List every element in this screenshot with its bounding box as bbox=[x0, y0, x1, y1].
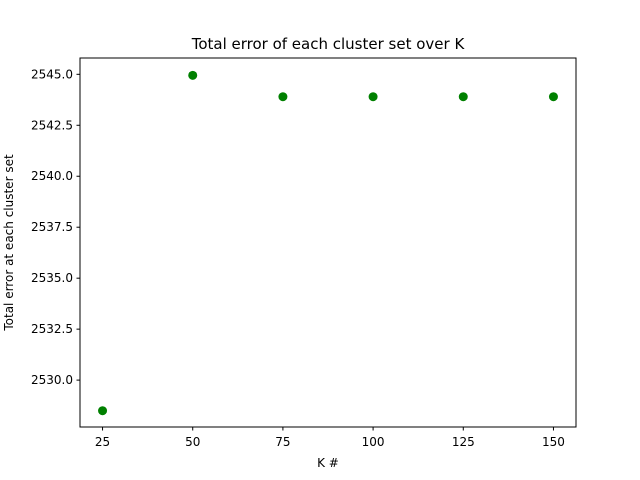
y-tick-label: 2540.0 bbox=[31, 169, 73, 183]
data-point bbox=[368, 92, 378, 102]
y-tick-label: 2542.5 bbox=[31, 118, 73, 132]
y-tick-label: 2532.5 bbox=[31, 322, 73, 336]
y-axis-ticks: 2530.0 2532.5 2535.0 2537.5 2540.0 2542.5 2545… bbox=[31, 67, 80, 387]
x-axis-ticks: 25 50 75 100 125 150 bbox=[95, 427, 565, 449]
y-tick-label: 2545.0 bbox=[31, 67, 73, 81]
data-point bbox=[188, 70, 198, 80]
x-tick-label: 75 bbox=[275, 435, 290, 449]
y-tick-label: 2535.0 bbox=[31, 271, 73, 285]
plot-frame bbox=[79, 57, 577, 428]
y-tick-label: 2537.5 bbox=[31, 220, 73, 234]
data-point bbox=[278, 92, 288, 102]
x-axis-label: K # bbox=[317, 456, 339, 470]
data-point bbox=[548, 92, 558, 102]
x-tick-label: 50 bbox=[185, 435, 200, 449]
x-tick-label: 125 bbox=[452, 435, 475, 449]
x-tick-label: 25 bbox=[95, 435, 110, 449]
data-point bbox=[98, 406, 108, 416]
chart-title: Total error of each cluster set over K bbox=[191, 35, 466, 53]
data-point bbox=[458, 92, 468, 102]
y-tick-label: 2530.0 bbox=[31, 373, 73, 387]
y-axis-label: Total error at each cluster set bbox=[2, 154, 16, 332]
x-tick-label: 100 bbox=[362, 435, 385, 449]
data-points bbox=[98, 70, 558, 416]
x-tick-label: 150 bbox=[542, 435, 565, 449]
